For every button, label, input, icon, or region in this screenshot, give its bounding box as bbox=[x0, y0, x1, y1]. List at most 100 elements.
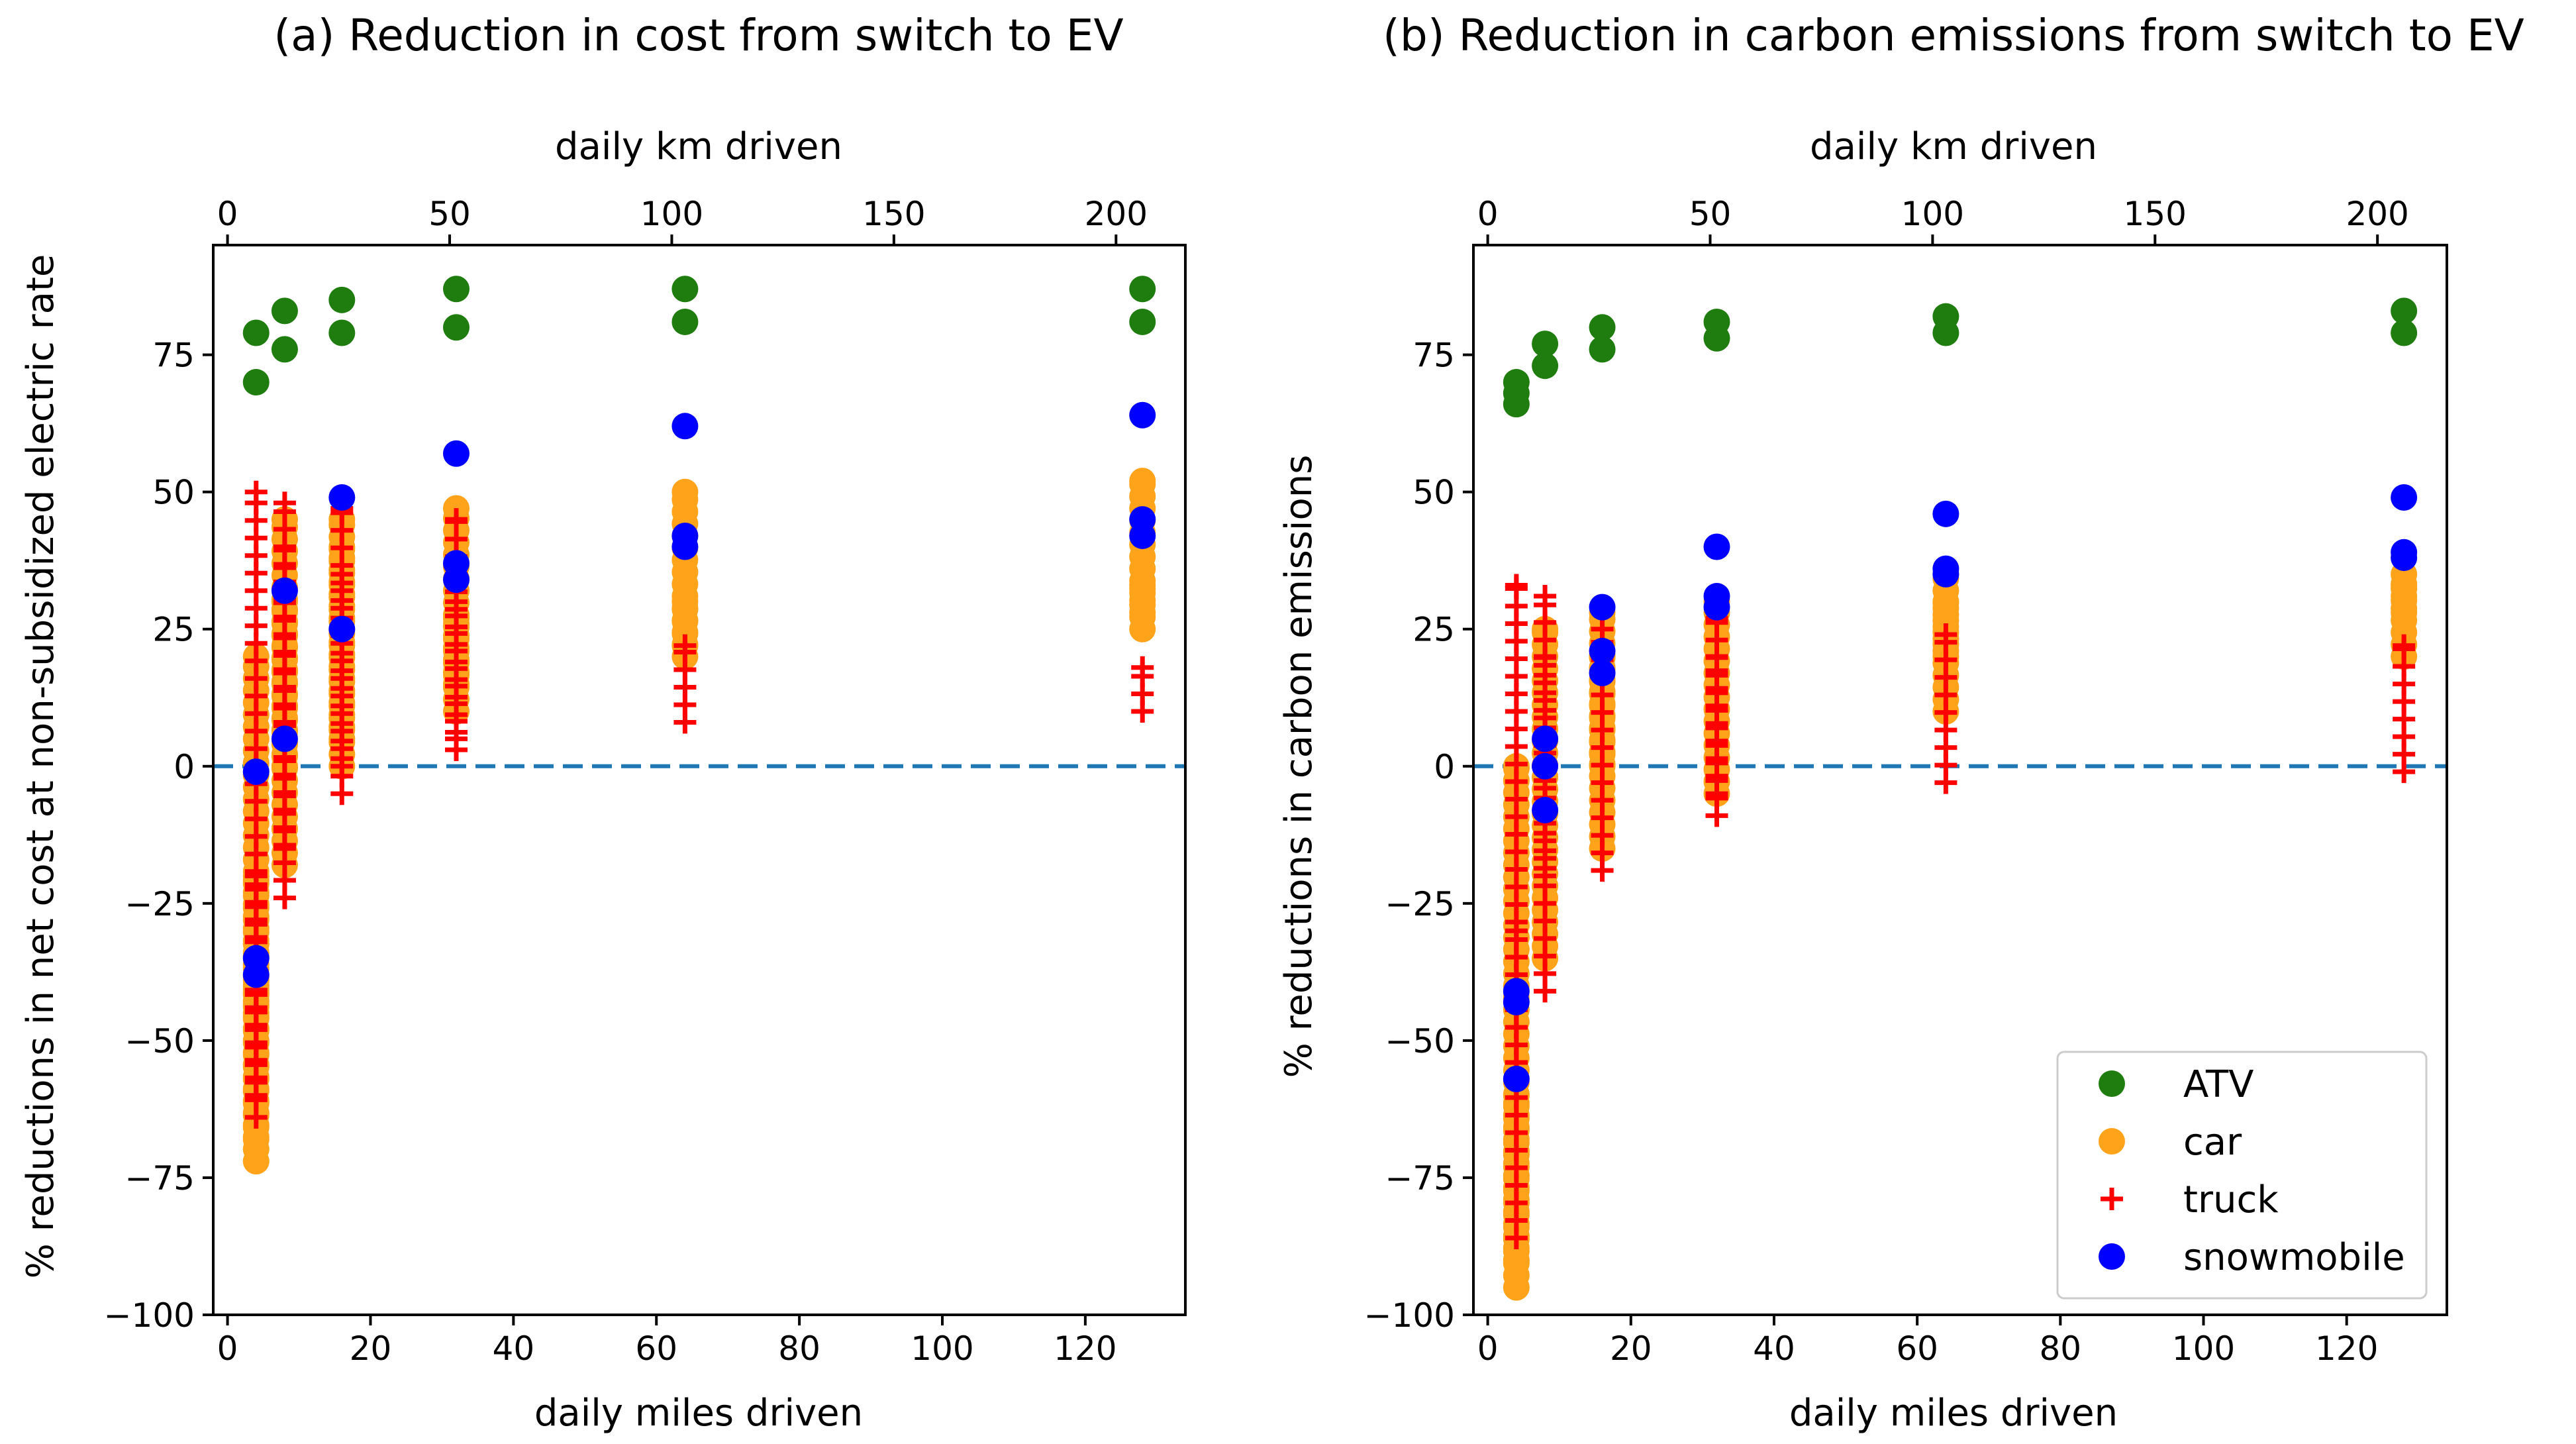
panel-a-ylabel: % reductions in net cost at non-subsidiz… bbox=[19, 254, 62, 1279]
panel-a-ytick-label: −75 bbox=[124, 1159, 195, 1198]
panel-a-title: (a) Reduction in cost from switch to EV bbox=[273, 10, 1123, 61]
legend-box bbox=[2056, 1051, 2428, 1300]
panel-a-top-xtick-label: 200 bbox=[1085, 195, 1148, 233]
legend-car-marker bbox=[2099, 1128, 2125, 1155]
panel-b-truck-point bbox=[1505, 574, 1528, 597]
panel-a-truck-point bbox=[673, 634, 697, 657]
panel-a-snowmobile-point bbox=[443, 566, 470, 593]
panel-a-xlabel: daily miles driven bbox=[534, 1392, 863, 1435]
panel-b-xtick-label: 40 bbox=[1753, 1329, 1795, 1368]
panel-a-car-point bbox=[671, 478, 699, 505]
panel-b-ytick-label: 25 bbox=[1412, 611, 1455, 649]
panel-b-car-point bbox=[2391, 572, 2418, 599]
panel-b-snowmobile-point bbox=[2391, 544, 2418, 572]
panel-b-snowmobile-point bbox=[1532, 725, 1559, 752]
panel-b-truck-point bbox=[1505, 919, 1528, 943]
panel-b-snowmobile-point bbox=[1932, 500, 1959, 527]
panel-a-snowmobile-point bbox=[328, 615, 356, 643]
panel-a-ytick-label: 25 bbox=[152, 611, 195, 649]
panel-b-ATV-point bbox=[1589, 336, 1616, 363]
panel-a-ATV-point bbox=[271, 336, 298, 363]
panel-b-snowmobile-point bbox=[2391, 484, 2418, 511]
panel-a-truck-point bbox=[445, 590, 468, 613]
panel-a-ytick-label: −100 bbox=[104, 1296, 195, 1335]
panel-b-snowmobile-point bbox=[1589, 593, 1616, 621]
panel-a-snowmobile-point bbox=[242, 961, 270, 988]
panel-b-ytick-label: −75 bbox=[1385, 1159, 1455, 1198]
panel-a-truck-point bbox=[273, 491, 296, 515]
legend-truck-label: truck bbox=[2183, 1178, 2279, 1221]
panel-b-top-xtick-label: 150 bbox=[2124, 195, 2187, 233]
legend-snowmobile-label: snowmobile bbox=[2183, 1236, 2405, 1279]
panel-a-xtick-label: 80 bbox=[778, 1329, 820, 1368]
panel-b-snowmobile-point bbox=[1532, 797, 1559, 824]
panel-b-xtick-label: 100 bbox=[2172, 1329, 2235, 1368]
panel-b-top-xtick-label: 100 bbox=[1901, 195, 1964, 233]
panel-a-ATV-point bbox=[328, 319, 356, 346]
panel-a-xtick-label: 120 bbox=[1054, 1329, 1116, 1368]
panel-a-truck-point bbox=[244, 480, 268, 503]
panel-a-snowmobile-point bbox=[1129, 522, 1156, 549]
panel-b-snowmobile-point bbox=[1503, 988, 1530, 1015]
panel-a-snowmobile-point bbox=[671, 533, 699, 560]
panel-b-truck-point bbox=[1534, 645, 1557, 668]
panel-a-truck-point bbox=[244, 864, 268, 888]
panel-b-xtick-label: 80 bbox=[2040, 1329, 2082, 1368]
panel-a-xtick-label: 60 bbox=[635, 1329, 677, 1368]
panel-a-truck-point bbox=[1131, 656, 1154, 679]
panel-b-car-point bbox=[1932, 588, 1959, 615]
panel-b-snowmobile-point bbox=[1532, 752, 1559, 780]
panel-b-snowmobile-point bbox=[1703, 533, 1730, 560]
panel-b-truck-point bbox=[1591, 617, 1614, 641]
panel-a-ytick-label: 75 bbox=[152, 336, 195, 375]
panel-a-snowmobile-point bbox=[242, 758, 270, 786]
panel-a-snowmobile-point bbox=[271, 577, 298, 604]
panel-a-ATV-point bbox=[671, 276, 699, 303]
panel-a-truck-point bbox=[445, 508, 468, 531]
panel-b: (b) Reduction in carbon emissions from s… bbox=[1277, 10, 2524, 1435]
panel-a-snowmobile-point bbox=[671, 413, 699, 440]
panel-a: (a) Reduction in cost from switch to EV … bbox=[19, 10, 1187, 1435]
panel-b-ATV-point bbox=[1932, 319, 1959, 346]
panel-a-snowmobile-point bbox=[328, 484, 356, 511]
panel-b-snowmobile-point bbox=[1589, 660, 1616, 686]
panel-a-snowmobile-point bbox=[1129, 401, 1156, 429]
panel-a-ATV-point bbox=[671, 308, 699, 335]
legend-truck-marker bbox=[2101, 1188, 2123, 1210]
panel-a-xtick-label: 20 bbox=[350, 1329, 392, 1368]
panel-b-top-xtick-label: 0 bbox=[1477, 195, 1499, 233]
panel-b-xtick-label: 20 bbox=[1610, 1329, 1652, 1368]
panel-b-top-xlabel: daily km driven bbox=[1810, 125, 2097, 168]
legend-ATV-label: ATV bbox=[2183, 1063, 2254, 1106]
panel-a-snowmobile-point bbox=[443, 440, 470, 467]
panel-b-axes-frame bbox=[1472, 244, 2448, 1316]
panel-a-top-xtick-label: 0 bbox=[217, 195, 238, 233]
panel-b-top-xtick-label: 50 bbox=[1689, 195, 1732, 233]
legend-car-label: car bbox=[2183, 1121, 2242, 1164]
panel-b-xtick-label: 60 bbox=[1896, 1329, 1938, 1368]
panel-b-ylabel: % reductions in carbon emissions bbox=[1277, 455, 1320, 1078]
panel-b-snowmobile-point bbox=[1589, 637, 1616, 664]
panel-a-ATV-point bbox=[1129, 276, 1156, 303]
panel-b-title: (b) Reduction in carbon emissions from s… bbox=[1383, 10, 2524, 61]
panel-a-ATV-point bbox=[443, 314, 470, 341]
panel-a-ytick-label: −50 bbox=[124, 1022, 195, 1060]
panel-a-ATV-point bbox=[328, 286, 356, 313]
panel-b-xtick-label: 120 bbox=[2315, 1329, 2378, 1368]
panel-b-snowmobile-point bbox=[1932, 560, 1959, 588]
panel-b-truck-point bbox=[1934, 623, 1957, 646]
panel-a-axes-frame bbox=[212, 244, 1187, 1316]
panel-b-xlabel: daily miles driven bbox=[1789, 1392, 2118, 1435]
panel-a-car-point bbox=[671, 588, 699, 615]
panel-a-ytick-label: −25 bbox=[124, 885, 195, 923]
panel-a-xtick-label: 100 bbox=[911, 1329, 973, 1368]
panel-a-truck-point bbox=[273, 535, 296, 558]
panel-a-top-xtick-label: 50 bbox=[428, 195, 471, 233]
panel-b-ATV-point bbox=[2391, 297, 2418, 325]
panel-a-ATV-point bbox=[271, 297, 298, 325]
panel-a-ATV-point bbox=[1129, 308, 1156, 335]
panel-b-ytick-label: 0 bbox=[1434, 748, 1455, 786]
panel-a-xtick-label: 40 bbox=[493, 1329, 535, 1368]
panel-b-ytick-label: 75 bbox=[1412, 336, 1455, 375]
